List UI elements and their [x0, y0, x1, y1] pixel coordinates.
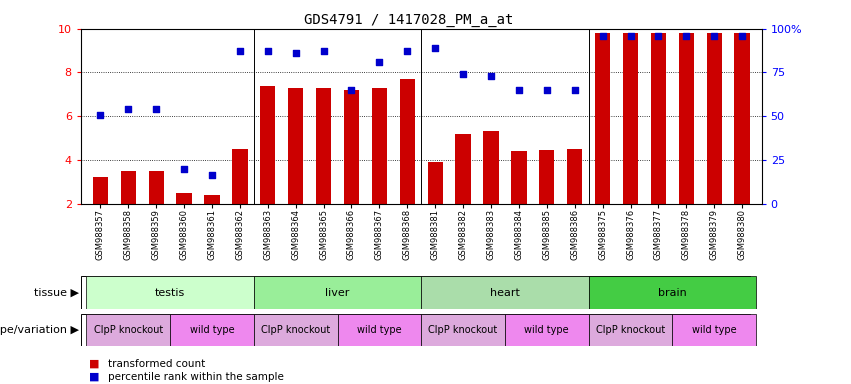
- Bar: [706, 33, 722, 204]
- Bar: [316, 88, 331, 204]
- Point: [568, 87, 581, 93]
- Point: [428, 45, 442, 51]
- Point: [484, 73, 498, 79]
- Text: wild type: wild type: [190, 325, 234, 335]
- Bar: [338, 314, 421, 346]
- Bar: [260, 86, 276, 204]
- Bar: [455, 134, 471, 204]
- Bar: [483, 131, 499, 204]
- Point: [94, 112, 107, 118]
- Text: brain: brain: [658, 288, 687, 298]
- Text: wild type: wild type: [524, 325, 569, 335]
- Text: ■: ■: [89, 359, 100, 369]
- Bar: [511, 151, 527, 204]
- Bar: [651, 33, 666, 204]
- Bar: [93, 177, 108, 204]
- Point: [261, 48, 275, 54]
- Text: wild type: wild type: [357, 325, 402, 335]
- Text: wild type: wild type: [692, 325, 736, 335]
- Bar: [176, 193, 191, 204]
- Point: [735, 33, 749, 40]
- Bar: [400, 79, 415, 204]
- Bar: [421, 276, 589, 309]
- Point: [373, 58, 386, 65]
- Text: testis: testis: [155, 288, 186, 298]
- Point: [679, 33, 693, 40]
- Bar: [734, 33, 750, 204]
- Text: transformed count: transformed count: [108, 359, 205, 369]
- Bar: [87, 276, 254, 309]
- Bar: [595, 33, 610, 204]
- Bar: [589, 276, 756, 309]
- Bar: [372, 88, 387, 204]
- Bar: [505, 314, 589, 346]
- Text: percentile rank within the sample: percentile rank within the sample: [108, 372, 284, 382]
- Bar: [254, 276, 421, 309]
- Bar: [589, 314, 672, 346]
- Text: ClpP knockout: ClpP knockout: [94, 325, 163, 335]
- Bar: [288, 88, 303, 204]
- Point: [122, 106, 135, 112]
- Bar: [421, 314, 505, 346]
- Point: [317, 48, 330, 54]
- Bar: [567, 149, 582, 204]
- Bar: [232, 149, 248, 204]
- Point: [652, 33, 665, 40]
- Text: liver: liver: [325, 288, 350, 298]
- Point: [150, 106, 163, 112]
- Bar: [149, 171, 164, 204]
- Bar: [87, 314, 170, 346]
- Point: [596, 33, 609, 40]
- Bar: [427, 162, 443, 204]
- Bar: [204, 195, 220, 204]
- Point: [288, 50, 302, 56]
- Bar: [344, 90, 359, 204]
- Text: GDS4791 / 1417028_PM_a_at: GDS4791 / 1417028_PM_a_at: [304, 13, 513, 27]
- Bar: [540, 150, 555, 204]
- Bar: [170, 314, 254, 346]
- Bar: [623, 33, 638, 204]
- Point: [456, 71, 470, 77]
- Point: [624, 33, 637, 40]
- Text: ClpP knockout: ClpP knockout: [428, 325, 498, 335]
- Bar: [121, 171, 136, 204]
- Point: [401, 48, 414, 54]
- Text: tissue ▶: tissue ▶: [34, 288, 79, 298]
- Bar: [254, 314, 338, 346]
- Point: [177, 166, 191, 172]
- Point: [512, 87, 526, 93]
- Bar: [678, 33, 694, 204]
- Text: heart: heart: [490, 288, 520, 298]
- Text: ■: ■: [89, 372, 100, 382]
- Point: [707, 33, 721, 40]
- Point: [540, 87, 554, 93]
- Text: ClpP knockout: ClpP knockout: [596, 325, 665, 335]
- Point: [345, 87, 358, 93]
- Text: ClpP knockout: ClpP knockout: [261, 325, 330, 335]
- Text: genotype/variation ▶: genotype/variation ▶: [0, 325, 79, 335]
- Point: [233, 48, 247, 54]
- Bar: [672, 314, 756, 346]
- Point: [205, 172, 219, 178]
